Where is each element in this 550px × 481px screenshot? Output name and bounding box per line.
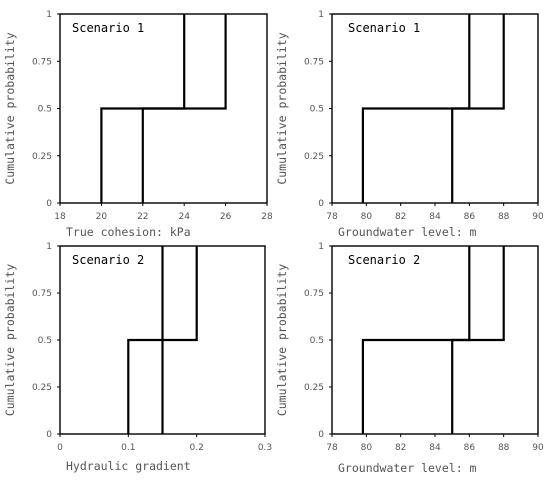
x-tick-label: 80 <box>361 212 373 222</box>
chart-panel-3: 0 0.25 0.5 0.75 1 0 0.1 0.2 0.3 Scenario 2 Hydraul… <box>3 242 272 473</box>
y-tick-label: 0.75 <box>304 289 324 299</box>
y-axis-label: Cumulative probability <box>275 32 289 184</box>
x-tick-label: 86 <box>464 443 476 453</box>
x-tick-label: 0 <box>57 443 63 453</box>
chart-panel-4: 0 0.25 0.5 0.75 1 78 80 82 84 86 88 90 Scenario 2 Gro… <box>275 242 544 475</box>
x-tick-label: 88 <box>498 212 510 222</box>
y-tick-label: 1 <box>318 242 324 252</box>
chart-title: Scenario 2 <box>348 253 420 267</box>
series-1-step-line <box>361 246 471 434</box>
x-tick-label: 0.2 <box>190 443 204 453</box>
x-tick-label: 84 <box>429 212 441 222</box>
y-tick-label: 0.75 <box>32 57 52 67</box>
y-axis-label: Cumulative probability <box>3 264 17 416</box>
y-tick-label: 0.25 <box>304 152 324 162</box>
x-tick-label: 18 <box>54 212 66 222</box>
chart-title: Scenario 1 <box>348 21 420 35</box>
series-2-step-line <box>451 14 505 203</box>
x-tick-label: 88 <box>498 443 510 453</box>
x-tick-label: 0.1 <box>121 443 135 453</box>
series-2-step-line <box>451 246 505 434</box>
y-tick-label: 0 <box>318 430 324 440</box>
chart-title: Scenario 1 <box>72 21 144 35</box>
series-1-step-line <box>361 14 471 203</box>
series-2-step-line <box>141 14 227 203</box>
x-tick-label: 20 <box>96 212 108 222</box>
x-axis-label: Groundwater level: m <box>338 461 477 475</box>
y-tick-label: 0.5 <box>38 105 52 115</box>
y-tick-label: 1 <box>46 242 52 252</box>
y-tick-label: 0.5 <box>38 336 52 346</box>
x-tick-label: 22 <box>137 212 148 222</box>
chart-panel-1: 0 0.25 0.5 0.75 1 18 20 22 24 26 28 Scenario 1 True … <box>3 10 273 239</box>
chart-title: Scenario 2 <box>72 253 144 267</box>
y-tick-label: 1 <box>46 10 52 20</box>
series-1-step-line <box>127 246 164 434</box>
y-tick-label: 0.5 <box>310 336 324 346</box>
x-tick-label: 26 <box>220 212 232 222</box>
x-tick-label: 90 <box>532 212 544 222</box>
x-tick-label: 86 <box>464 212 476 222</box>
x-tick-label: 0.3 <box>258 443 272 453</box>
y-axis-label: Cumulative probability <box>3 32 17 184</box>
x-tick-label: 80 <box>361 443 373 453</box>
x-tick-label: 90 <box>532 443 544 453</box>
x-tick-label: 82 <box>395 212 406 222</box>
x-tick-label: 24 <box>178 212 190 222</box>
y-tick-label: 0.25 <box>304 383 324 393</box>
x-axis-label: Hydraulic gradient <box>66 459 191 473</box>
series-2-step-line <box>161 246 198 434</box>
x-tick-label: 84 <box>429 443 441 453</box>
y-tick-label: 1 <box>318 10 324 20</box>
y-tick-label: 0.75 <box>32 289 52 299</box>
x-tick-label: 28 <box>261 212 273 222</box>
chart-panel-2: 0 0.25 0.5 0.75 1 78 80 82 84 86 88 90 Scenario 1 Gro… <box>275 10 544 239</box>
x-tick-label: 82 <box>395 443 406 453</box>
y-tick-label: 0 <box>318 199 324 209</box>
y-tick-label: 0 <box>46 430 52 440</box>
y-tick-label: 0.75 <box>304 57 324 67</box>
y-axis-label: Cumulative probability <box>275 264 289 416</box>
y-tick-label: 0.25 <box>32 152 52 162</box>
x-axis-label: Groundwater level: m <box>338 225 477 239</box>
x-tick-label: 78 <box>326 443 338 453</box>
x-axis-label: True cohesion: kPa <box>66 225 191 239</box>
y-tick-label: 0.25 <box>32 383 52 393</box>
y-tick-label: 0 <box>46 199 52 209</box>
y-tick-label: 0.5 <box>310 105 324 115</box>
x-tick-label: 78 <box>326 212 338 222</box>
